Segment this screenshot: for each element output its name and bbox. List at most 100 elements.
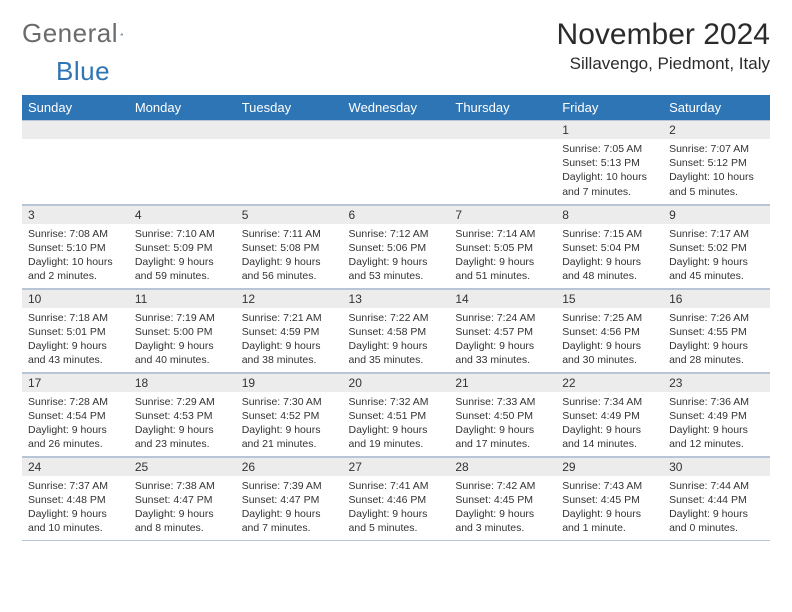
sunset-label: Sunset: 5:06 PM	[349, 241, 444, 255]
sunrise-label: Sunrise: 7:38 AM	[135, 479, 230, 493]
calendar-cell: 23Sunrise: 7:36 AMSunset: 4:49 PMDayligh…	[663, 372, 770, 456]
sunrise-label: Sunrise: 7:15 AM	[562, 227, 657, 241]
sunrise-label: Sunrise: 7:12 AM	[349, 227, 444, 241]
calendar-cell: 8Sunrise: 7:15 AMSunset: 5:04 PMDaylight…	[556, 204, 663, 288]
brand-logo: General	[22, 18, 142, 49]
sunrise-label: Sunrise: 7:26 AM	[669, 311, 764, 325]
sunset-label: Sunset: 4:53 PM	[135, 409, 230, 423]
calendar-cell: 9Sunrise: 7:17 AMSunset: 5:02 PMDaylight…	[663, 204, 770, 288]
calendar-body: .....1Sunrise: 7:05 AMSunset: 5:13 PMDay…	[22, 120, 770, 540]
daylight-label: Daylight: 9 hours and 45 minutes.	[669, 255, 764, 283]
calendar-cell: .	[449, 120, 556, 204]
day-data: Sunrise: 7:34 AMSunset: 4:49 PMDaylight:…	[556, 392, 663, 456]
calendar-cell: 20Sunrise: 7:32 AMSunset: 4:51 PMDayligh…	[343, 372, 450, 456]
calendar-week-row: 17Sunrise: 7:28 AMSunset: 4:54 PMDayligh…	[22, 372, 770, 456]
day-number: 1	[556, 120, 663, 139]
calendar-cell: 2Sunrise: 7:07 AMSunset: 5:12 PMDaylight…	[663, 120, 770, 204]
calendar-cell: 18Sunrise: 7:29 AMSunset: 4:53 PMDayligh…	[129, 372, 236, 456]
day-number: 19	[236, 373, 343, 392]
calendar-cell: 26Sunrise: 7:39 AMSunset: 4:47 PMDayligh…	[236, 456, 343, 540]
sunset-label: Sunset: 5:13 PM	[562, 156, 657, 170]
sunrise-label: Sunrise: 7:17 AM	[669, 227, 764, 241]
day-number: 29	[556, 457, 663, 476]
sunrise-label: Sunrise: 7:33 AM	[455, 395, 550, 409]
day-number: 21	[449, 373, 556, 392]
sunrise-label: Sunrise: 7:11 AM	[242, 227, 337, 241]
sunset-label: Sunset: 5:12 PM	[669, 156, 764, 170]
daylight-label: Daylight: 9 hours and 43 minutes.	[28, 339, 123, 367]
day-data: Sunrise: 7:15 AMSunset: 5:04 PMDaylight:…	[556, 224, 663, 288]
day-data: Sunrise: 7:11 AMSunset: 5:08 PMDaylight:…	[236, 224, 343, 288]
day-data: Sunrise: 7:17 AMSunset: 5:02 PMDaylight:…	[663, 224, 770, 288]
day-number: 10	[22, 289, 129, 308]
daylight-label: Daylight: 9 hours and 7 minutes.	[242, 507, 337, 535]
sunset-label: Sunset: 5:09 PM	[135, 241, 230, 255]
title-block: November 2024 Sillavengo, Piedmont, Ital…	[557, 18, 770, 74]
sunrise-label: Sunrise: 7:39 AM	[242, 479, 337, 493]
day-data: Sunrise: 7:18 AMSunset: 5:01 PMDaylight:…	[22, 308, 129, 372]
day-data: Sunrise: 7:28 AMSunset: 4:54 PMDaylight:…	[22, 392, 129, 456]
sunrise-label: Sunrise: 7:42 AM	[455, 479, 550, 493]
calendar-header: Sunday Monday Tuesday Wednesday Thursday…	[22, 95, 770, 120]
sunset-label: Sunset: 4:46 PM	[349, 493, 444, 507]
daylight-label: Daylight: 9 hours and 19 minutes.	[349, 423, 444, 451]
day-data: Sunrise: 7:29 AMSunset: 4:53 PMDaylight:…	[129, 392, 236, 456]
calendar-week-row: 3Sunrise: 7:08 AMSunset: 5:10 PMDaylight…	[22, 204, 770, 288]
daylight-label: Daylight: 9 hours and 14 minutes.	[562, 423, 657, 451]
calendar-cell: 19Sunrise: 7:30 AMSunset: 4:52 PMDayligh…	[236, 372, 343, 456]
daylight-label: Daylight: 9 hours and 26 minutes.	[28, 423, 123, 451]
day-number: .	[449, 120, 556, 139]
day-data: Sunrise: 7:42 AMSunset: 4:45 PMDaylight:…	[449, 476, 556, 540]
day-data: Sunrise: 7:39 AMSunset: 4:47 PMDaylight:…	[236, 476, 343, 540]
calendar-cell: .	[343, 120, 450, 204]
sunset-label: Sunset: 4:48 PM	[28, 493, 123, 507]
calendar-cell: 7Sunrise: 7:14 AMSunset: 5:05 PMDaylight…	[449, 204, 556, 288]
daylight-label: Daylight: 9 hours and 21 minutes.	[242, 423, 337, 451]
weekday-header: Wednesday	[343, 95, 450, 120]
calendar-cell: 25Sunrise: 7:38 AMSunset: 4:47 PMDayligh…	[129, 456, 236, 540]
daylight-label: Daylight: 9 hours and 23 minutes.	[135, 423, 230, 451]
calendar-cell: 30Sunrise: 7:44 AMSunset: 4:44 PMDayligh…	[663, 456, 770, 540]
calendar-cell: 12Sunrise: 7:21 AMSunset: 4:59 PMDayligh…	[236, 288, 343, 372]
day-number: 2	[663, 120, 770, 139]
sunrise-label: Sunrise: 7:36 AM	[669, 395, 764, 409]
day-number: 11	[129, 289, 236, 308]
day-number: .	[129, 120, 236, 139]
day-data: Sunrise: 7:33 AMSunset: 4:50 PMDaylight:…	[449, 392, 556, 456]
day-number: 6	[343, 205, 450, 224]
sunrise-label: Sunrise: 7:28 AM	[28, 395, 123, 409]
day-data: Sunrise: 7:14 AMSunset: 5:05 PMDaylight:…	[449, 224, 556, 288]
weekday-header: Saturday	[663, 95, 770, 120]
sunrise-label: Sunrise: 7:44 AM	[669, 479, 764, 493]
calendar-cell: 4Sunrise: 7:10 AMSunset: 5:09 PMDaylight…	[129, 204, 236, 288]
calendar-cell: 22Sunrise: 7:34 AMSunset: 4:49 PMDayligh…	[556, 372, 663, 456]
calendar-cell: 24Sunrise: 7:37 AMSunset: 4:48 PMDayligh…	[22, 456, 129, 540]
day-data: Sunrise: 7:12 AMSunset: 5:06 PMDaylight:…	[343, 224, 450, 288]
daylight-label: Daylight: 9 hours and 17 minutes.	[455, 423, 550, 451]
calendar-cell: 5Sunrise: 7:11 AMSunset: 5:08 PMDaylight…	[236, 204, 343, 288]
calendar-table: Sunday Monday Tuesday Wednesday Thursday…	[22, 95, 770, 541]
weekday-header: Sunday	[22, 95, 129, 120]
sunset-label: Sunset: 4:52 PM	[242, 409, 337, 423]
sunset-label: Sunset: 5:00 PM	[135, 325, 230, 339]
day-number: 30	[663, 457, 770, 476]
sunset-label: Sunset: 5:08 PM	[242, 241, 337, 255]
daylight-label: Daylight: 9 hours and 38 minutes.	[242, 339, 337, 367]
sunrise-label: Sunrise: 7:32 AM	[349, 395, 444, 409]
calendar-cell: 15Sunrise: 7:25 AMSunset: 4:56 PMDayligh…	[556, 288, 663, 372]
daylight-label: Daylight: 9 hours and 40 minutes.	[135, 339, 230, 367]
calendar-cell: 14Sunrise: 7:24 AMSunset: 4:57 PMDayligh…	[449, 288, 556, 372]
weekday-header: Thursday	[449, 95, 556, 120]
daylight-label: Daylight: 9 hours and 51 minutes.	[455, 255, 550, 283]
sunrise-label: Sunrise: 7:37 AM	[28, 479, 123, 493]
calendar-cell: 29Sunrise: 7:43 AMSunset: 4:45 PMDayligh…	[556, 456, 663, 540]
sunrise-label: Sunrise: 7:14 AM	[455, 227, 550, 241]
sunset-label: Sunset: 4:54 PM	[28, 409, 123, 423]
day-number: 25	[129, 457, 236, 476]
day-data: Sunrise: 7:44 AMSunset: 4:44 PMDaylight:…	[663, 476, 770, 540]
day-number: 7	[449, 205, 556, 224]
calendar-cell: 13Sunrise: 7:22 AMSunset: 4:58 PMDayligh…	[343, 288, 450, 372]
day-data: Sunrise: 7:22 AMSunset: 4:58 PMDaylight:…	[343, 308, 450, 372]
sunset-label: Sunset: 4:45 PM	[455, 493, 550, 507]
day-data: Sunrise: 7:26 AMSunset: 4:55 PMDaylight:…	[663, 308, 770, 372]
